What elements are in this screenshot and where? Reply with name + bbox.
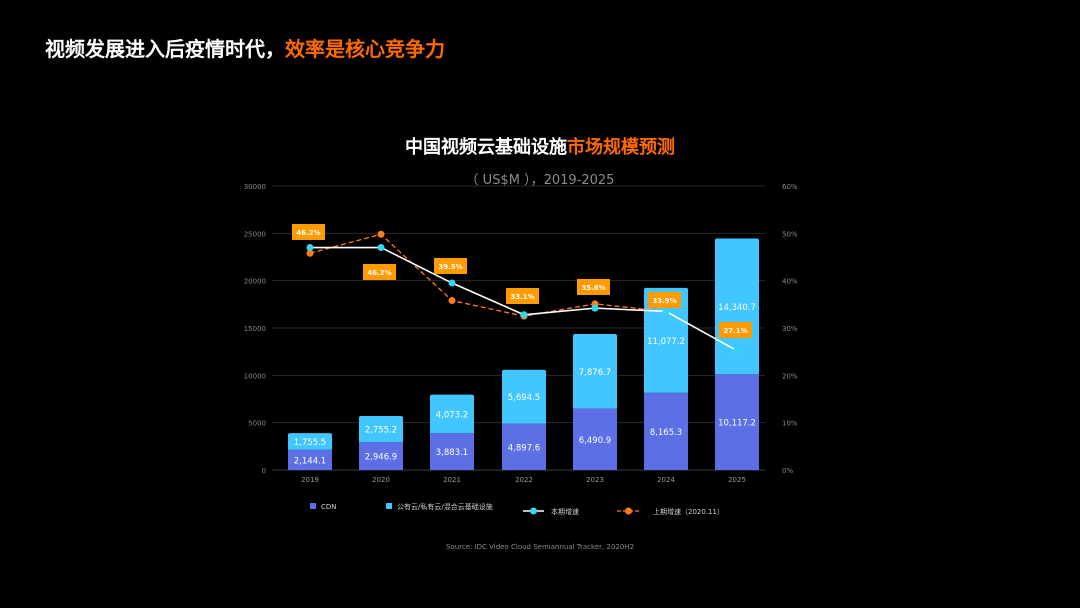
bar-label-cloud: 4,073.2 xyxy=(436,410,468,420)
y-left-tick-label: 25000 xyxy=(244,230,266,238)
point-current-growth xyxy=(733,347,741,355)
x-tick-label: 2025 xyxy=(728,476,746,484)
headline-text: 视频发展进入后疫情时代， xyxy=(45,37,285,61)
bar-label-cdn: 10,117.2 xyxy=(718,419,756,429)
x-tick-label: 2022 xyxy=(515,476,533,484)
rate-label-text: 46.2% xyxy=(296,229,320,237)
rate-label-box xyxy=(363,264,396,280)
legend-label-previous: 上期增速（2020.11） xyxy=(653,507,724,516)
rate-label-text: 39.5% xyxy=(438,263,462,271)
y-right-tick-label: 10% xyxy=(782,420,798,428)
point-current-growth xyxy=(662,307,670,315)
bar-cloud-2020 xyxy=(359,416,403,443)
bar-cloud-2019 xyxy=(288,433,332,450)
line-previous-growth xyxy=(309,233,667,317)
y-right-tick-label: 50% xyxy=(782,230,798,238)
bar-label-cloud: 7,876.7 xyxy=(579,368,611,378)
chart-title-main: 中国视频云基础设施 xyxy=(405,137,567,158)
rate-label-text: 35.6% xyxy=(581,284,605,292)
bar-cloud-2025 xyxy=(715,238,759,375)
bar-label-cdn: 2,144.1 xyxy=(294,456,326,466)
rate-label-text: 33.9% xyxy=(652,297,676,305)
x-tick-label: 2019 xyxy=(301,476,319,484)
rate-label-box xyxy=(577,279,610,295)
legend-label-current: 本期增速 xyxy=(551,507,579,516)
rate-label-text: 46.2% xyxy=(367,269,391,277)
bar-label-cloud: 5,694.5 xyxy=(508,393,540,403)
y-left-tick-label: 10000 xyxy=(244,372,266,380)
bar-cdn-2020 xyxy=(359,442,403,470)
bar-cloud-2022 xyxy=(502,369,546,424)
rate-label-text: 33.1% xyxy=(510,293,534,301)
legend-label-cdn: CDN xyxy=(321,503,337,511)
bar-label-cdn: 4,897.6 xyxy=(508,443,540,453)
headline-highlight: 效率是核心竞争力 xyxy=(285,37,445,61)
source-note: Source: IDC Video Cloud Semiannual Track… xyxy=(445,543,635,551)
bar-label-cdn: 3,883.1 xyxy=(436,448,468,458)
bar-cdn-2022 xyxy=(502,423,546,470)
rate-label-box xyxy=(719,322,752,338)
bar-label-cloud: 14,340.7 xyxy=(718,303,756,313)
bar-cloud-2023 xyxy=(573,333,617,409)
rate-label-text: 27.1% xyxy=(723,327,747,335)
y-right-tick-label: 40% xyxy=(782,278,798,286)
point-previous-growth xyxy=(448,297,456,305)
page-headline: 视频发展进入后疫情时代，效率是核心竞争力 xyxy=(45,33,445,62)
legend-swatch-cloud xyxy=(386,503,392,509)
bar-label-cloud: 2,755.2 xyxy=(365,426,397,436)
chart-subtitle: （ US$M ），2019-2025 xyxy=(465,173,615,188)
point-previous-growth xyxy=(306,249,314,257)
y-right-tick-label: 20% xyxy=(782,372,798,380)
y-left-tick-label: 20000 xyxy=(244,278,266,286)
bar-cdn-2024 xyxy=(644,392,688,470)
legend-marker-previous xyxy=(625,507,632,515)
bar-cdn-2019 xyxy=(288,449,332,470)
legend-swatch-cdn xyxy=(310,503,316,509)
y-left-tick-label: 30000 xyxy=(244,183,266,191)
legend-marker-current xyxy=(530,507,537,515)
legend-label-cloud: 公有云/私有云/混合云基础设施 xyxy=(397,502,493,511)
bar-label-cdn: 2,946.9 xyxy=(365,453,397,463)
bar-cdn-2021 xyxy=(430,433,474,470)
rate-label-box xyxy=(648,292,681,308)
bar-label-cloud: 11,077.2 xyxy=(647,337,685,347)
x-tick-label: 2021 xyxy=(443,476,461,484)
y-right-tick-label: 30% xyxy=(782,325,798,333)
rate-label-box xyxy=(506,288,539,304)
y-right-tick-label: 0% xyxy=(782,467,793,475)
chart-title-highlight: 市场规模预测 xyxy=(567,137,675,158)
point-previous-growth xyxy=(377,230,385,238)
bar-label-cloud: 1,755.5 xyxy=(294,438,326,448)
x-tick-label: 2024 xyxy=(657,476,675,484)
bar-cdn-2023 xyxy=(573,408,617,470)
y-left-tick-label: 15000 xyxy=(244,325,266,333)
x-tick-label: 2023 xyxy=(586,476,604,484)
y-left-tick-label: 5000 xyxy=(248,420,266,428)
point-current-growth xyxy=(448,279,456,287)
rate-label-box xyxy=(434,258,467,274)
bar-label-cdn: 8,165.3 xyxy=(650,428,682,438)
point-current-growth xyxy=(377,244,385,252)
rate-label-box xyxy=(292,224,325,240)
point-current-growth xyxy=(520,311,528,319)
x-tick-label: 2020 xyxy=(372,476,390,484)
chart-title: 中国视频云基础设施市场规模预测 xyxy=(0,133,1080,159)
bar-cdn-2025 xyxy=(715,374,759,470)
bar-cloud-2021 xyxy=(430,394,474,434)
y-left-tick-label: 0 xyxy=(262,467,266,475)
bar-label-cdn: 6,490.9 xyxy=(579,436,611,446)
point-current-growth xyxy=(306,244,314,252)
point-current-growth xyxy=(591,304,599,312)
y-right-tick-label: 60% xyxy=(782,183,798,191)
bar-cloud-2024 xyxy=(644,287,688,393)
